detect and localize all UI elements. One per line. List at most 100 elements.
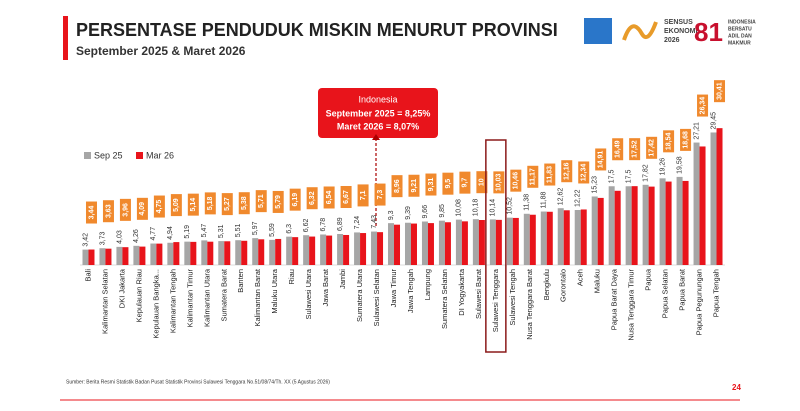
value-label: 5,51 xyxy=(235,223,242,237)
value-label: 17,52 xyxy=(631,140,638,158)
value-label-box xyxy=(697,94,709,117)
value-label-box xyxy=(442,172,454,195)
bar xyxy=(286,236,293,265)
bar xyxy=(427,223,434,265)
value-label: 3,42 xyxy=(82,233,89,247)
value-label: 6,3 xyxy=(286,224,293,234)
x-tick-label: Kalimantan Utara xyxy=(202,268,211,327)
bar xyxy=(404,222,411,265)
bar xyxy=(218,241,225,265)
value-label: 15,23 xyxy=(592,176,599,194)
value-label: 16,49 xyxy=(615,140,622,158)
value-label: 8,96 xyxy=(394,179,401,193)
bar xyxy=(309,236,316,265)
bar xyxy=(173,242,180,265)
value-label: 12,34 xyxy=(581,164,588,182)
value-label-box xyxy=(646,136,658,159)
logo-se xyxy=(622,21,658,41)
value-label: 5,38 xyxy=(241,196,248,210)
x-tick-label: Gorontalo xyxy=(559,269,568,302)
value-label: 7,24 xyxy=(354,216,361,230)
callout: Indonesia September 2025 = 8,25% Maret 2… xyxy=(318,88,438,228)
value-label: 10,18 xyxy=(473,199,480,217)
value-label: 4,77 xyxy=(150,227,157,241)
value-label-box xyxy=(612,138,624,161)
bar xyxy=(156,243,163,265)
value-label: 6,67 xyxy=(343,190,350,204)
x-tick-label: DI Yogyakarta xyxy=(457,268,466,316)
value-label: 6,54 xyxy=(326,191,333,205)
value-label-box xyxy=(374,183,386,206)
value-label-box xyxy=(340,185,352,208)
value-label-box xyxy=(391,175,403,198)
value-label: 9,7 xyxy=(462,178,469,188)
x-tick-label: Sumatera Utara xyxy=(355,268,364,322)
value-label-box xyxy=(221,193,233,216)
value-label: 17,82 xyxy=(642,164,649,182)
x-tick-label: Sulawesi Barat xyxy=(474,268,483,319)
callout-title: Indonesia xyxy=(358,94,397,104)
bar xyxy=(371,231,378,265)
bar xyxy=(478,220,485,265)
value-label-box xyxy=(459,171,471,194)
bar xyxy=(252,238,259,265)
bar xyxy=(224,241,231,265)
bar xyxy=(557,208,564,265)
value-label: 4,26 xyxy=(133,229,140,243)
value-label-box xyxy=(527,165,539,188)
value-label-box xyxy=(153,195,165,218)
bar xyxy=(235,240,242,265)
logo-text: 2026 xyxy=(664,37,680,44)
value-label: 6,32 xyxy=(309,191,316,205)
bar xyxy=(167,242,174,265)
x-tick-label: Sulawesi Tenggara xyxy=(491,268,500,332)
bar xyxy=(343,234,350,265)
bar xyxy=(201,240,208,265)
value-label: 18,68 xyxy=(682,131,689,149)
legend-swatch xyxy=(84,152,91,159)
bar xyxy=(659,178,666,265)
value-label: 4,03 xyxy=(116,230,123,244)
logo-text: SENSUS xyxy=(664,19,693,26)
value-label: 6,78 xyxy=(320,218,327,232)
x-tick-label: Banten xyxy=(236,269,245,293)
value-label-box xyxy=(561,160,573,183)
bar xyxy=(122,247,129,265)
value-label: 27,21 xyxy=(693,122,700,140)
value-label: 30,41 xyxy=(716,82,723,100)
x-tick-label: Kepulauan Bangka... xyxy=(151,269,160,339)
legend-label: Mar 26 xyxy=(146,150,174,160)
value-label: 17,5 xyxy=(609,170,616,184)
x-tick-label: Kalimantan Timur xyxy=(185,269,194,328)
bar xyxy=(292,237,299,265)
value-label-box xyxy=(187,193,199,216)
bar xyxy=(642,184,649,265)
x-tick-label: Sumatera Barat xyxy=(219,268,228,321)
x-tick-label: Papua Pegunungan xyxy=(695,269,704,335)
value-label: 5,79 xyxy=(275,195,282,209)
x-tick-label: Nusa Tenggara Barat xyxy=(525,268,534,340)
value-label: 11,83 xyxy=(547,166,554,183)
callout-box xyxy=(318,88,438,138)
value-label: 7,3 xyxy=(377,190,384,200)
x-tick-label: Jawa Barat xyxy=(321,268,330,306)
value-label-box xyxy=(629,138,641,161)
x-tick-label: Jawa Timur xyxy=(389,268,398,307)
bar xyxy=(388,223,395,265)
x-tick-label: Jambi xyxy=(338,269,347,289)
bar xyxy=(184,241,191,265)
value-label: 9,3 xyxy=(388,210,395,220)
value-label: 17,42 xyxy=(648,139,655,157)
value-label: 9,31 xyxy=(428,178,435,192)
value-label: 7,43 xyxy=(371,215,378,229)
value-label: 3,44 xyxy=(88,206,95,220)
value-label-box xyxy=(476,171,488,194)
title: PERSENTASE PENDUDUK MISKIN MENURUT PROVI… xyxy=(76,20,558,40)
value-label: 10,52 xyxy=(507,197,514,215)
value-label: 6,89 xyxy=(337,217,344,231)
value-label: 7,1 xyxy=(360,190,367,200)
value-label: 19,58 xyxy=(676,156,683,174)
value-label-box xyxy=(170,194,182,217)
source: Sumber: Berita Resmi Statistik Badan Pus… xyxy=(66,379,330,385)
logo-text: INDONESIA xyxy=(728,19,756,25)
